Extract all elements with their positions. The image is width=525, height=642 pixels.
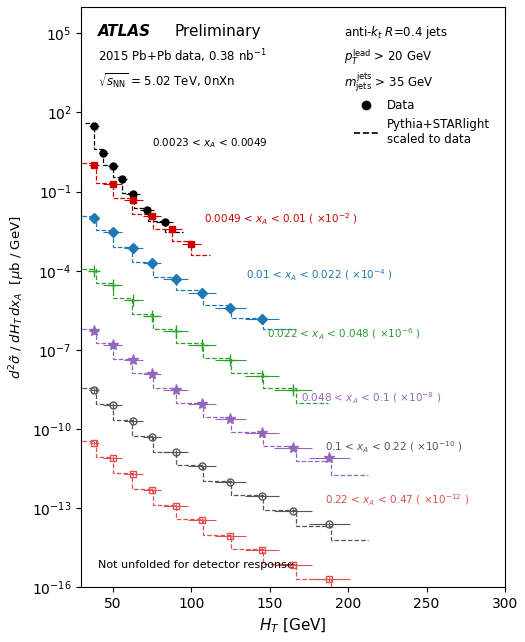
Text: $m^{\rm jets}_{\rm jets}$ > 35 GeV: $m^{\rm jets}_{\rm jets}$ > 35 GeV <box>344 71 434 94</box>
Text: 0.22 < $x_A$ < 0.47 ( ×10$^{-12}$ ): 0.22 < $x_A$ < 0.47 ( ×10$^{-12}$ ) <box>324 492 469 508</box>
Text: 0.0049 < $x_A$ < 0.01 ( ×10$^{-2}$ ): 0.0049 < $x_A$ < 0.01 ( ×10$^{-2}$ ) <box>204 211 357 227</box>
Text: 0.01 < $x_A$ < 0.022 ( ×10$^{-4}$ ): 0.01 < $x_A$ < 0.022 ( ×10$^{-4}$ ) <box>246 267 393 282</box>
X-axis label: $H_T$ [GeV]: $H_T$ [GeV] <box>259 617 327 635</box>
Text: $p_T^{\rm lead}$ > 20 GeV: $p_T^{\rm lead}$ > 20 GeV <box>344 48 432 67</box>
Text: ATLAS: ATLAS <box>98 24 152 39</box>
Text: 0.022 < $x_A$ < 0.048 ( ×10$^{-6}$ ): 0.022 < $x_A$ < 0.048 ( ×10$^{-6}$ ) <box>267 326 420 342</box>
Text: Not unfolded for detector response: Not unfolded for detector response <box>98 560 294 570</box>
Text: $\sqrt{s_{\rm NN}}$ = 5.02 TeV, 0nXn: $\sqrt{s_{\rm NN}}$ = 5.02 TeV, 0nXn <box>98 71 236 90</box>
Legend: Data, Pythia+STARlight
scaled to data: Data, Pythia+STARlight scaled to data <box>349 94 495 150</box>
Y-axis label: $d^2\tilde{\sigma}$ / $dH_T\, dx_A$  [$\mu$b / GeV]: $d^2\tilde{\sigma}$ / $dH_T\, dx_A$ [$\m… <box>7 216 27 379</box>
Text: 0.0023 < $x_A$ < 0.0049: 0.0023 < $x_A$ < 0.0049 <box>152 136 268 150</box>
Text: 0.048 < $x_A$ < 0.1 ( ×10$^{-8}$ ): 0.048 < $x_A$ < 0.1 ( ×10$^{-8}$ ) <box>301 390 442 406</box>
Text: Preliminary: Preliminary <box>175 24 261 39</box>
Text: anti-$k_t$ $R$=0.4 jets: anti-$k_t$ $R$=0.4 jets <box>344 24 448 41</box>
Text: 0.1 < $x_A$ < 0.22 ( ×10$^{-10}$ ): 0.1 < $x_A$ < 0.22 ( ×10$^{-10}$ ) <box>324 440 462 455</box>
Text: 2015 Pb+Pb data, 0.38 nb$^{-1}$: 2015 Pb+Pb data, 0.38 nb$^{-1}$ <box>98 48 267 65</box>
